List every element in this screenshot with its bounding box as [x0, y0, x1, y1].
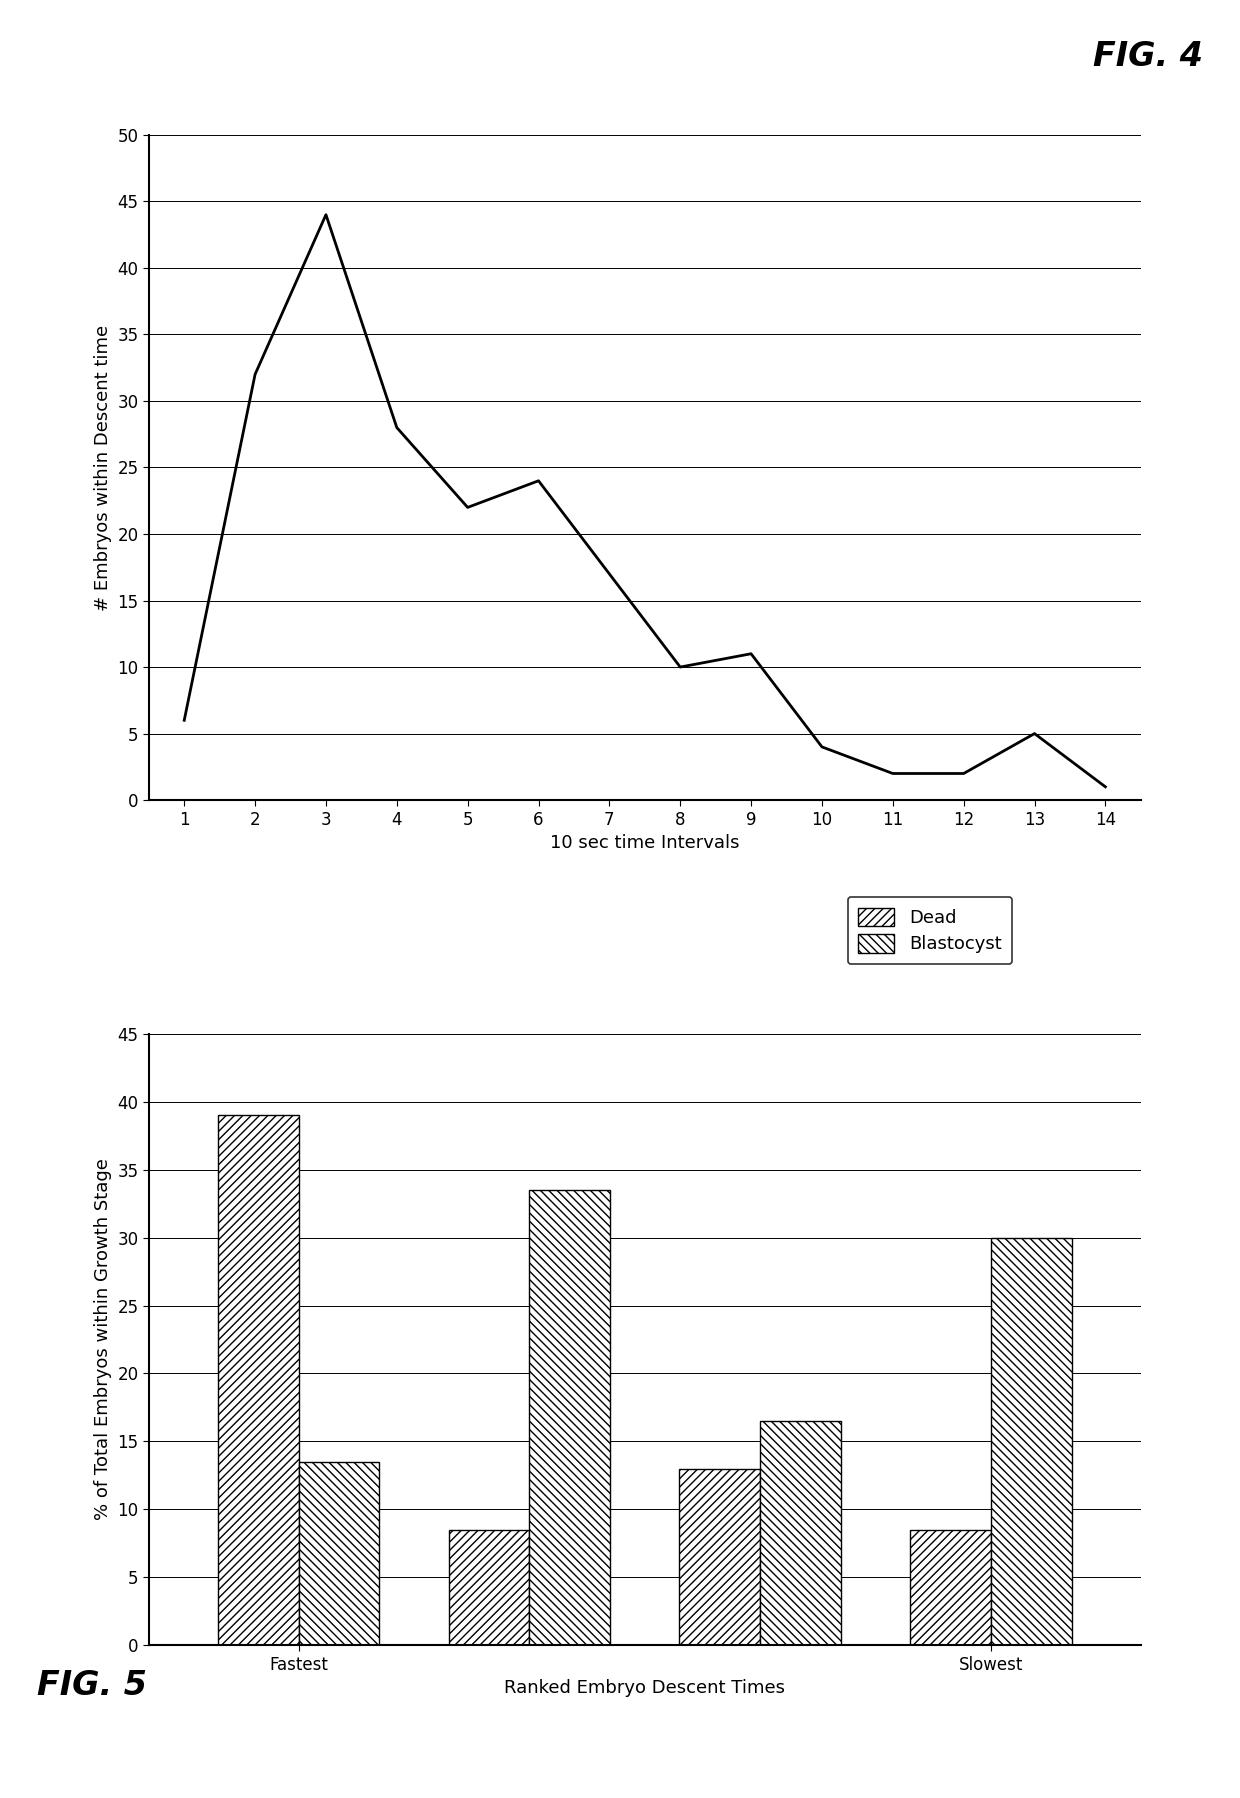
Y-axis label: % of Total Embryos within Growth Stage: % of Total Embryos within Growth Stage [94, 1158, 112, 1521]
Bar [218, 1115, 299, 1645]
Bar [299, 1462, 379, 1645]
Y-axis label: # Embryos within Descent time: # Embryos within Descent time [94, 324, 112, 611]
Text: FIG. 4: FIG. 4 [1092, 40, 1203, 72]
Bar [529, 1190, 610, 1645]
Bar [449, 1530, 529, 1645]
Bar [991, 1237, 1071, 1645]
Bar [910, 1530, 991, 1645]
Legend: Dead, Blastocyst: Dead, Blastocyst [847, 897, 1013, 964]
X-axis label: Ranked Embryo Descent Times: Ranked Embryo Descent Times [505, 1679, 785, 1697]
Bar [760, 1420, 841, 1645]
Bar [680, 1469, 760, 1645]
X-axis label: 10 sec time Intervals: 10 sec time Intervals [551, 834, 739, 852]
Text: FIG. 5: FIG. 5 [37, 1669, 148, 1701]
